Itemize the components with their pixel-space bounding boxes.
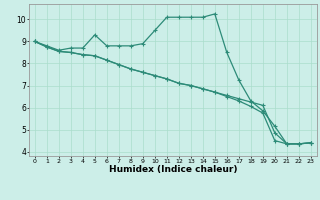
X-axis label: Humidex (Indice chaleur): Humidex (Indice chaleur) xyxy=(108,165,237,174)
